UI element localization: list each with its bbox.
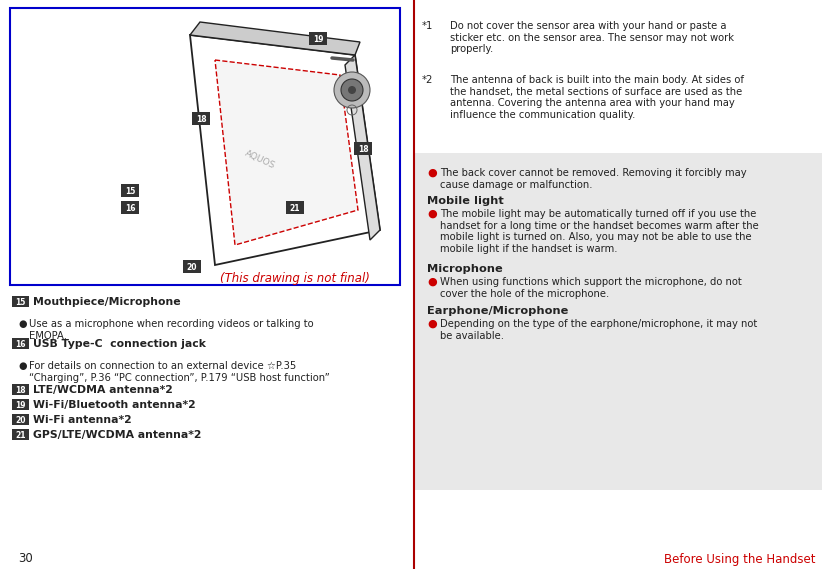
Text: 18: 18 <box>196 114 206 123</box>
Text: Mouthpiece/Microphone: Mouthpiece/Microphone <box>33 297 181 307</box>
Bar <box>183 260 201 273</box>
Text: LTE/WCDMA antenna*2: LTE/WCDMA antenna*2 <box>33 385 173 395</box>
Text: 16: 16 <box>125 204 135 212</box>
Circle shape <box>348 86 356 94</box>
Text: 16: 16 <box>15 340 26 348</box>
Text: 21: 21 <box>15 431 26 439</box>
Text: (This drawing is not final): (This drawing is not final) <box>220 272 370 285</box>
Text: 15: 15 <box>125 187 135 196</box>
Bar <box>121 184 139 197</box>
Text: ●: ● <box>427 277 436 287</box>
Text: USB Type-C  connection jack: USB Type-C connection jack <box>33 339 206 349</box>
Text: 30: 30 <box>18 552 33 566</box>
Text: When using functions which support the microphone, do not
cover the hole of the : When using functions which support the m… <box>440 277 742 299</box>
Text: ●: ● <box>427 319 436 329</box>
Text: AQUOS: AQUOS <box>243 149 276 171</box>
Text: ●: ● <box>18 319 26 329</box>
Text: 19: 19 <box>15 401 26 410</box>
Text: For details on connection to an external device ☆P.35
“Charging”, P.36 “PC conne: For details on connection to an external… <box>29 361 330 382</box>
Text: The antenna of back is built into the main body. At sides of
the handset, the me: The antenna of back is built into the ma… <box>450 75 744 120</box>
Bar <box>12 338 29 349</box>
Text: 18: 18 <box>358 145 368 154</box>
Text: ●: ● <box>18 361 26 371</box>
Circle shape <box>341 79 363 101</box>
Text: Microphone: Microphone <box>427 264 502 274</box>
Polygon shape <box>215 60 358 245</box>
Bar <box>121 201 139 214</box>
Text: *1: *1 <box>422 21 433 31</box>
Circle shape <box>334 72 370 108</box>
Bar <box>414 153 822 490</box>
Text: 20: 20 <box>15 415 26 424</box>
Text: ●: ● <box>427 209 436 219</box>
Text: 19: 19 <box>313 35 323 43</box>
Polygon shape <box>190 22 360 55</box>
Bar <box>12 399 29 410</box>
Polygon shape <box>345 55 380 240</box>
Text: Use as a microphone when recording videos or talking to
EMOPA.: Use as a microphone when recording video… <box>29 319 314 341</box>
Text: Wi-Fi antenna*2: Wi-Fi antenna*2 <box>33 415 132 425</box>
Text: ●: ● <box>427 168 436 178</box>
Polygon shape <box>190 35 380 265</box>
Bar <box>309 32 327 45</box>
Text: The back cover cannot be removed. Removing it forcibly may
cause damage or malfu: The back cover cannot be removed. Removi… <box>440 168 747 189</box>
Text: Wi-Fi/Bluetooth antenna*2: Wi-Fi/Bluetooth antenna*2 <box>33 400 196 410</box>
Bar <box>12 429 29 440</box>
Text: Depending on the type of the earphone/microphone, it may not
be available.: Depending on the type of the earphone/mi… <box>440 319 757 341</box>
Bar <box>12 384 29 395</box>
Bar <box>286 201 304 214</box>
Bar <box>10 8 400 285</box>
Bar <box>192 112 210 125</box>
Text: 18: 18 <box>15 386 26 394</box>
Text: Mobile light: Mobile light <box>427 196 504 206</box>
Bar <box>12 296 29 307</box>
Bar <box>354 142 372 155</box>
Text: *2: *2 <box>422 75 433 85</box>
Text: Before Using the Handset: Before Using the Handset <box>663 552 815 566</box>
Text: Do not cover the sensor area with your hand or paste a
sticker etc. on the senso: Do not cover the sensor area with your h… <box>450 21 734 54</box>
Text: 15: 15 <box>16 298 26 307</box>
Text: Earphone/Microphone: Earphone/Microphone <box>427 306 568 316</box>
Text: 21: 21 <box>290 204 300 212</box>
Bar <box>12 414 29 425</box>
Text: The mobile light may be automatically turned off if you use the
handset for a lo: The mobile light may be automatically tu… <box>440 209 759 254</box>
Text: 20: 20 <box>186 262 197 271</box>
Text: GPS/LTE/WCDMA antenna*2: GPS/LTE/WCDMA antenna*2 <box>33 430 201 440</box>
